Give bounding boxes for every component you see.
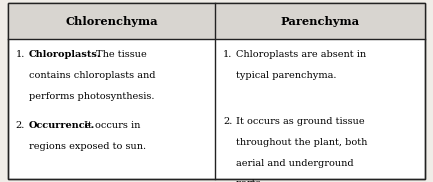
Text: Parenchyma: Parenchyma — [281, 15, 360, 27]
Text: Chlorenchyma: Chlorenchyma — [65, 15, 158, 27]
Text: The tissue: The tissue — [96, 50, 146, 59]
Text: 1.: 1. — [16, 50, 25, 59]
Text: 2.: 2. — [16, 121, 25, 130]
Text: typical parenchyma.: typical parenchyma. — [236, 71, 336, 80]
Text: It occurs as ground tissue: It occurs as ground tissue — [236, 117, 365, 126]
Text: Chloroplasts are absent in: Chloroplasts are absent in — [236, 50, 366, 59]
Text: It occurs in: It occurs in — [84, 121, 140, 130]
Bar — [8, 3, 215, 39]
Text: performs photosynthesis.: performs photosynthesis. — [29, 92, 154, 100]
Bar — [215, 3, 425, 39]
Text: parts.: parts. — [236, 179, 265, 182]
Text: Occurrence.: Occurrence. — [29, 121, 95, 130]
Text: Chloroplasts.: Chloroplasts. — [29, 50, 101, 59]
Text: regions exposed to sun.: regions exposed to sun. — [29, 142, 145, 151]
Text: aerial and underground: aerial and underground — [236, 159, 354, 167]
Text: contains chloroplasts and: contains chloroplasts and — [29, 71, 155, 80]
Text: 2.: 2. — [223, 117, 233, 126]
Text: throughout the plant, both: throughout the plant, both — [236, 138, 367, 147]
Text: 1.: 1. — [223, 50, 233, 59]
